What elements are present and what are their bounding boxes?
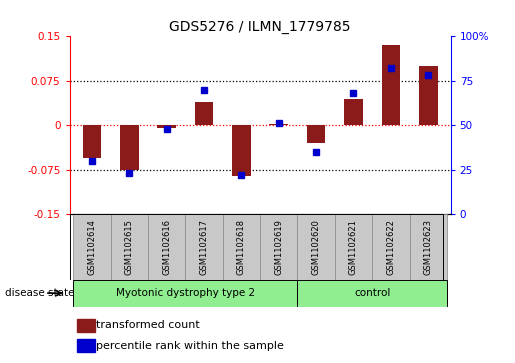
Text: GSM1102621: GSM1102621 bbox=[349, 219, 358, 275]
FancyBboxPatch shape bbox=[260, 214, 298, 280]
FancyBboxPatch shape bbox=[372, 214, 409, 280]
Text: GSM1102617: GSM1102617 bbox=[199, 219, 209, 275]
Bar bbox=[195, 102, 213, 125]
FancyBboxPatch shape bbox=[298, 280, 447, 307]
FancyBboxPatch shape bbox=[148, 214, 185, 280]
FancyBboxPatch shape bbox=[298, 214, 335, 280]
FancyBboxPatch shape bbox=[73, 214, 111, 280]
Bar bbox=[77, 319, 95, 332]
Bar bbox=[307, 125, 325, 143]
Bar bbox=[419, 66, 438, 125]
Text: control: control bbox=[354, 288, 390, 298]
Bar bbox=[120, 125, 139, 170]
FancyBboxPatch shape bbox=[222, 214, 260, 280]
Bar bbox=[232, 125, 251, 176]
Text: GSM1102623: GSM1102623 bbox=[424, 219, 433, 275]
Text: disease state: disease state bbox=[5, 288, 75, 298]
Text: GSM1102620: GSM1102620 bbox=[312, 219, 321, 275]
Text: Myotonic dystrophy type 2: Myotonic dystrophy type 2 bbox=[116, 288, 255, 298]
Bar bbox=[382, 45, 400, 125]
Text: GSM1102615: GSM1102615 bbox=[125, 219, 134, 275]
Text: transformed count: transformed count bbox=[96, 321, 200, 330]
FancyBboxPatch shape bbox=[409, 214, 447, 280]
Bar bbox=[77, 339, 95, 352]
FancyBboxPatch shape bbox=[335, 214, 372, 280]
Bar bbox=[269, 124, 288, 125]
Text: GSM1102616: GSM1102616 bbox=[162, 219, 171, 275]
Text: GSM1102614: GSM1102614 bbox=[88, 219, 96, 275]
Text: GSM1102622: GSM1102622 bbox=[386, 219, 396, 275]
Bar bbox=[157, 125, 176, 128]
Text: GSM1102619: GSM1102619 bbox=[274, 219, 283, 275]
Title: GDS5276 / ILMN_1779785: GDS5276 / ILMN_1779785 bbox=[169, 20, 351, 34]
Bar bbox=[344, 99, 363, 125]
Text: GSM1102618: GSM1102618 bbox=[237, 219, 246, 275]
FancyBboxPatch shape bbox=[185, 214, 222, 280]
FancyBboxPatch shape bbox=[111, 214, 148, 280]
FancyBboxPatch shape bbox=[73, 280, 298, 307]
Bar bbox=[82, 125, 101, 158]
Text: percentile rank within the sample: percentile rank within the sample bbox=[96, 341, 284, 351]
